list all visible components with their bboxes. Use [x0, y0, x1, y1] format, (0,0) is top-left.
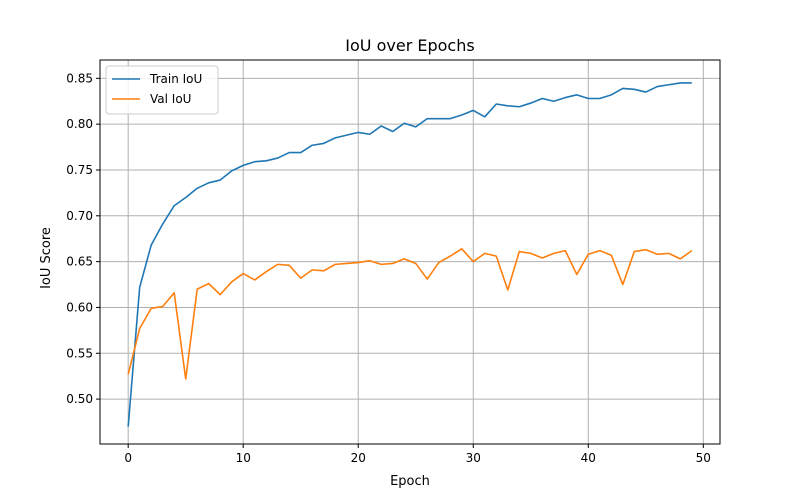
- y-tick-label: 0.85: [66, 71, 93, 85]
- x-tick-label: 50: [696, 451, 711, 465]
- plot-frame: [99, 59, 721, 445]
- y-axis-label: IoU Score: [39, 227, 54, 289]
- x-axis-ticks: 0 10 20 30 40 50: [124, 444, 711, 465]
- y-tick-label: 0.75: [66, 163, 93, 177]
- legend-label-val-iou: Val IoU: [150, 92, 191, 106]
- y-tick-label: 0.50: [66, 392, 93, 406]
- x-tick-label: 20: [351, 451, 366, 465]
- x-tick-label: 40: [581, 451, 596, 465]
- x-axis-label: Epoch: [390, 474, 430, 489]
- y-axis-ticks: 0.50 0.55 0.60 0.65 0.70 0.75 0.80 0.85: [66, 71, 100, 406]
- legend-label-train-iou: Train IoU: [149, 72, 202, 86]
- chart-title: IoU over Epochs: [345, 36, 474, 55]
- x-tick-label: 10: [236, 451, 251, 465]
- y-tick-label: 0.60: [66, 300, 93, 314]
- val-iou-line: [127, 247, 693, 380]
- train-iou-line: [127, 82, 692, 427]
- y-tick-label: 0.65: [66, 255, 93, 269]
- y-tick-label: 0.70: [66, 209, 93, 223]
- series-layer: [127, 82, 693, 427]
- y-tick-label: 0.80: [66, 117, 93, 131]
- y-tick-label: 0.55: [66, 346, 93, 360]
- legend: Train IoU Val IoU: [105, 65, 219, 115]
- x-tick-label: 0: [124, 451, 132, 465]
- x-tick-label: 30: [466, 451, 481, 465]
- legend-box: [105, 65, 219, 115]
